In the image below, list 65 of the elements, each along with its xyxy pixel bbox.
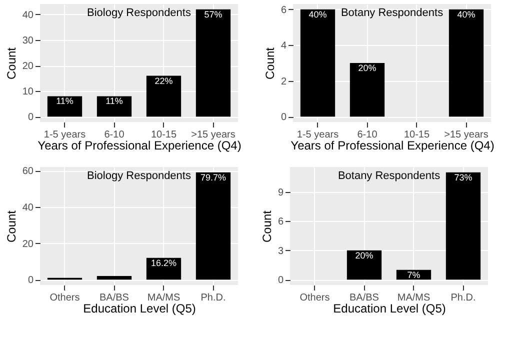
chart-title: Botany Respondents	[340, 7, 444, 19]
y-tick-label: 10	[22, 86, 34, 98]
y-tick-label: 9	[278, 187, 284, 198]
y-tick-label: 20	[22, 61, 34, 72]
x-tick-label: >15 years	[444, 130, 488, 140]
annotation: 79.7%	[200, 172, 226, 182]
annotation: 40%	[457, 9, 476, 20]
annotation: 20%	[358, 63, 376, 73]
x-tick-label: Ph.D.	[450, 292, 476, 304]
x-axis-title: Education Level (Q5)	[333, 302, 446, 316]
x-tick-label: BA/BS	[100, 292, 130, 304]
y-axis-title: Count	[4, 46, 18, 80]
bar	[146, 76, 182, 117]
x-tick-label: 10-15	[404, 130, 430, 140]
annotation: 7%	[407, 270, 420, 280]
x-tick-label: 6-10	[357, 130, 378, 140]
y-tick-label: 40	[22, 202, 34, 214]
x-tick-label: 1-5 years	[296, 130, 339, 140]
y-tick-label: 0	[28, 112, 34, 124]
x-tick-label: 1-5 years	[44, 130, 86, 140]
bar	[196, 9, 231, 117]
bar	[446, 172, 481, 280]
y-tick-label: 2	[280, 76, 287, 88]
annotation: 20%	[355, 250, 374, 260]
y-tick-label: 6	[280, 4, 287, 16]
y-axis-title: Count	[262, 46, 277, 80]
bar	[47, 96, 82, 117]
annotation: 57%	[204, 9, 222, 20]
chart-title: Botany Respondents	[338, 170, 441, 182]
y-tick-label: 0	[278, 275, 284, 286]
y-tick-label: 0	[28, 275, 34, 286]
x-axis-title: Years of Professional Experience (Q4)	[38, 138, 242, 152]
y-tick-label: 3	[278, 246, 284, 257]
x-axis-title: Years of Professional Experience (Q4)	[290, 138, 494, 152]
annotation: 11%	[56, 96, 74, 106]
y-tick-label: 40	[22, 10, 34, 21]
x-tick-label: Ph.D.	[200, 292, 226, 304]
x-tick-label: Others	[50, 292, 80, 304]
x-axis-title: Education Level (Q5)	[83, 302, 196, 316]
chart-title: Biology Respondents	[87, 170, 192, 182]
x-tick-label: 10-15	[150, 130, 177, 140]
y-tick-label: 6	[278, 216, 284, 228]
y-tick-label: 0	[280, 112, 287, 124]
x-tick-label: BA/BS	[350, 292, 380, 304]
y-tick-label: 30	[22, 36, 34, 47]
x-tick-label: Others	[300, 292, 330, 304]
y-tick-label: 60	[22, 166, 34, 178]
x-tick-label: MA/MS	[397, 292, 430, 304]
y-tick-label: 20	[22, 238, 34, 250]
annotation: 73%	[454, 172, 472, 182]
y-axis-title: Count	[4, 210, 18, 243]
annotation: 16.2%	[150, 258, 177, 268]
bar	[196, 172, 231, 280]
bar	[346, 250, 382, 280]
annotation: 40%	[308, 9, 327, 20]
bar	[96, 96, 132, 117]
x-tick-label: >15 years	[191, 130, 236, 140]
y-axis-title: Count	[260, 210, 274, 243]
annotation: 22%	[154, 76, 173, 86]
y-tick-label: 4	[280, 40, 287, 52]
x-tick-label: 6-10	[104, 130, 125, 140]
chart-title: Biology Respondents	[87, 7, 192, 19]
x-tick-label: MA/MS	[147, 292, 180, 304]
annotation: 11%	[106, 96, 123, 106]
bar	[96, 276, 132, 280]
